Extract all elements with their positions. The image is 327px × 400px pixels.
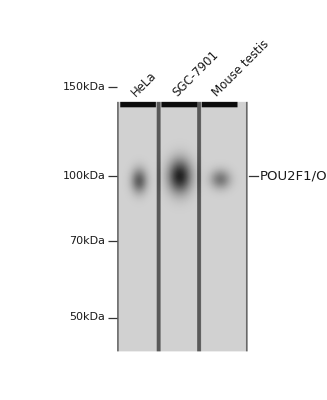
Text: SGC-7901: SGC-7901 — [170, 48, 221, 99]
Text: HeLa: HeLa — [129, 68, 160, 99]
Text: Mouse testis: Mouse testis — [210, 37, 272, 99]
Text: 100kDa: 100kDa — [63, 171, 106, 181]
Text: 150kDa: 150kDa — [63, 82, 106, 92]
Text: 50kDa: 50kDa — [70, 312, 106, 322]
Text: 70kDa: 70kDa — [70, 236, 106, 246]
Text: POU2F1/OCT1: POU2F1/OCT1 — [260, 169, 327, 182]
